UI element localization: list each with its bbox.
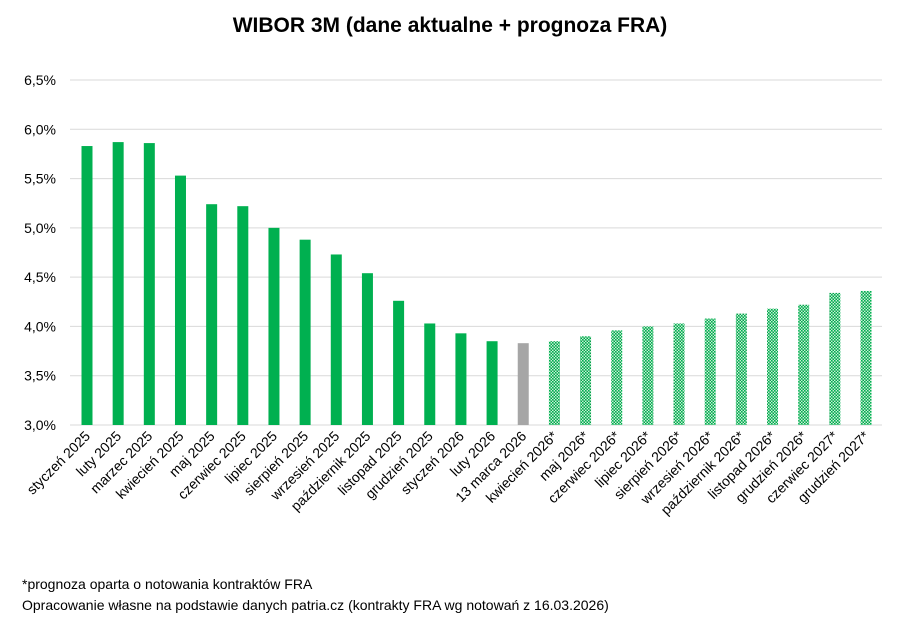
- bar-actual: [486, 341, 498, 425]
- bar-forecast: [673, 323, 685, 425]
- bar-actual: [330, 254, 342, 425]
- bar-actual: [206, 204, 218, 425]
- y-tick-label: 5,5%: [24, 171, 56, 187]
- bar-actual: [361, 273, 373, 425]
- footnote-forecast: *prognoza oparta o notowania kontraktów …: [22, 576, 313, 592]
- y-tick-label: 3,5%: [24, 368, 56, 384]
- bar-current: [517, 343, 529, 425]
- bar-forecast: [767, 308, 779, 425]
- footnote-source: Opracowanie własne na podstawie danych p…: [22, 597, 609, 613]
- bar-forecast: [829, 292, 841, 425]
- bar-actual: [299, 239, 311, 425]
- y-tick-label: 6,5%: [24, 72, 56, 88]
- bar-actual: [174, 175, 186, 425]
- bar-forecast: [580, 336, 592, 425]
- bar-actual: [237, 206, 249, 425]
- chart-title: WIBOR 3M (dane aktualne + prognoza FRA): [232, 14, 668, 37]
- bar-forecast: [860, 290, 872, 425]
- y-tick-label: 4,0%: [24, 318, 56, 334]
- bar-forecast: [611, 330, 623, 425]
- y-tick-label: 4,5%: [24, 269, 56, 285]
- bar-forecast: [704, 318, 716, 425]
- bar-actual: [143, 143, 155, 426]
- bar-chart: 3,0%3,5%4,0%4,5%5,0%5,5%6,0%6,5%styczeń …: [23, 72, 882, 518]
- y-tick-label: 6,0%: [24, 121, 56, 137]
- bar-actual: [268, 227, 280, 425]
- bar-actual: [424, 323, 436, 425]
- bar-forecast: [642, 326, 654, 425]
- bar-actual: [393, 300, 405, 425]
- bar-actual: [455, 333, 467, 425]
- bar-forecast: [548, 341, 560, 425]
- bar-actual: [112, 142, 124, 425]
- bar-forecast: [798, 304, 810, 425]
- bar-actual: [81, 146, 93, 426]
- bar-forecast: [735, 313, 747, 425]
- y-tick-label: 5,0%: [24, 220, 56, 236]
- y-tick-label: 3,0%: [24, 417, 56, 433]
